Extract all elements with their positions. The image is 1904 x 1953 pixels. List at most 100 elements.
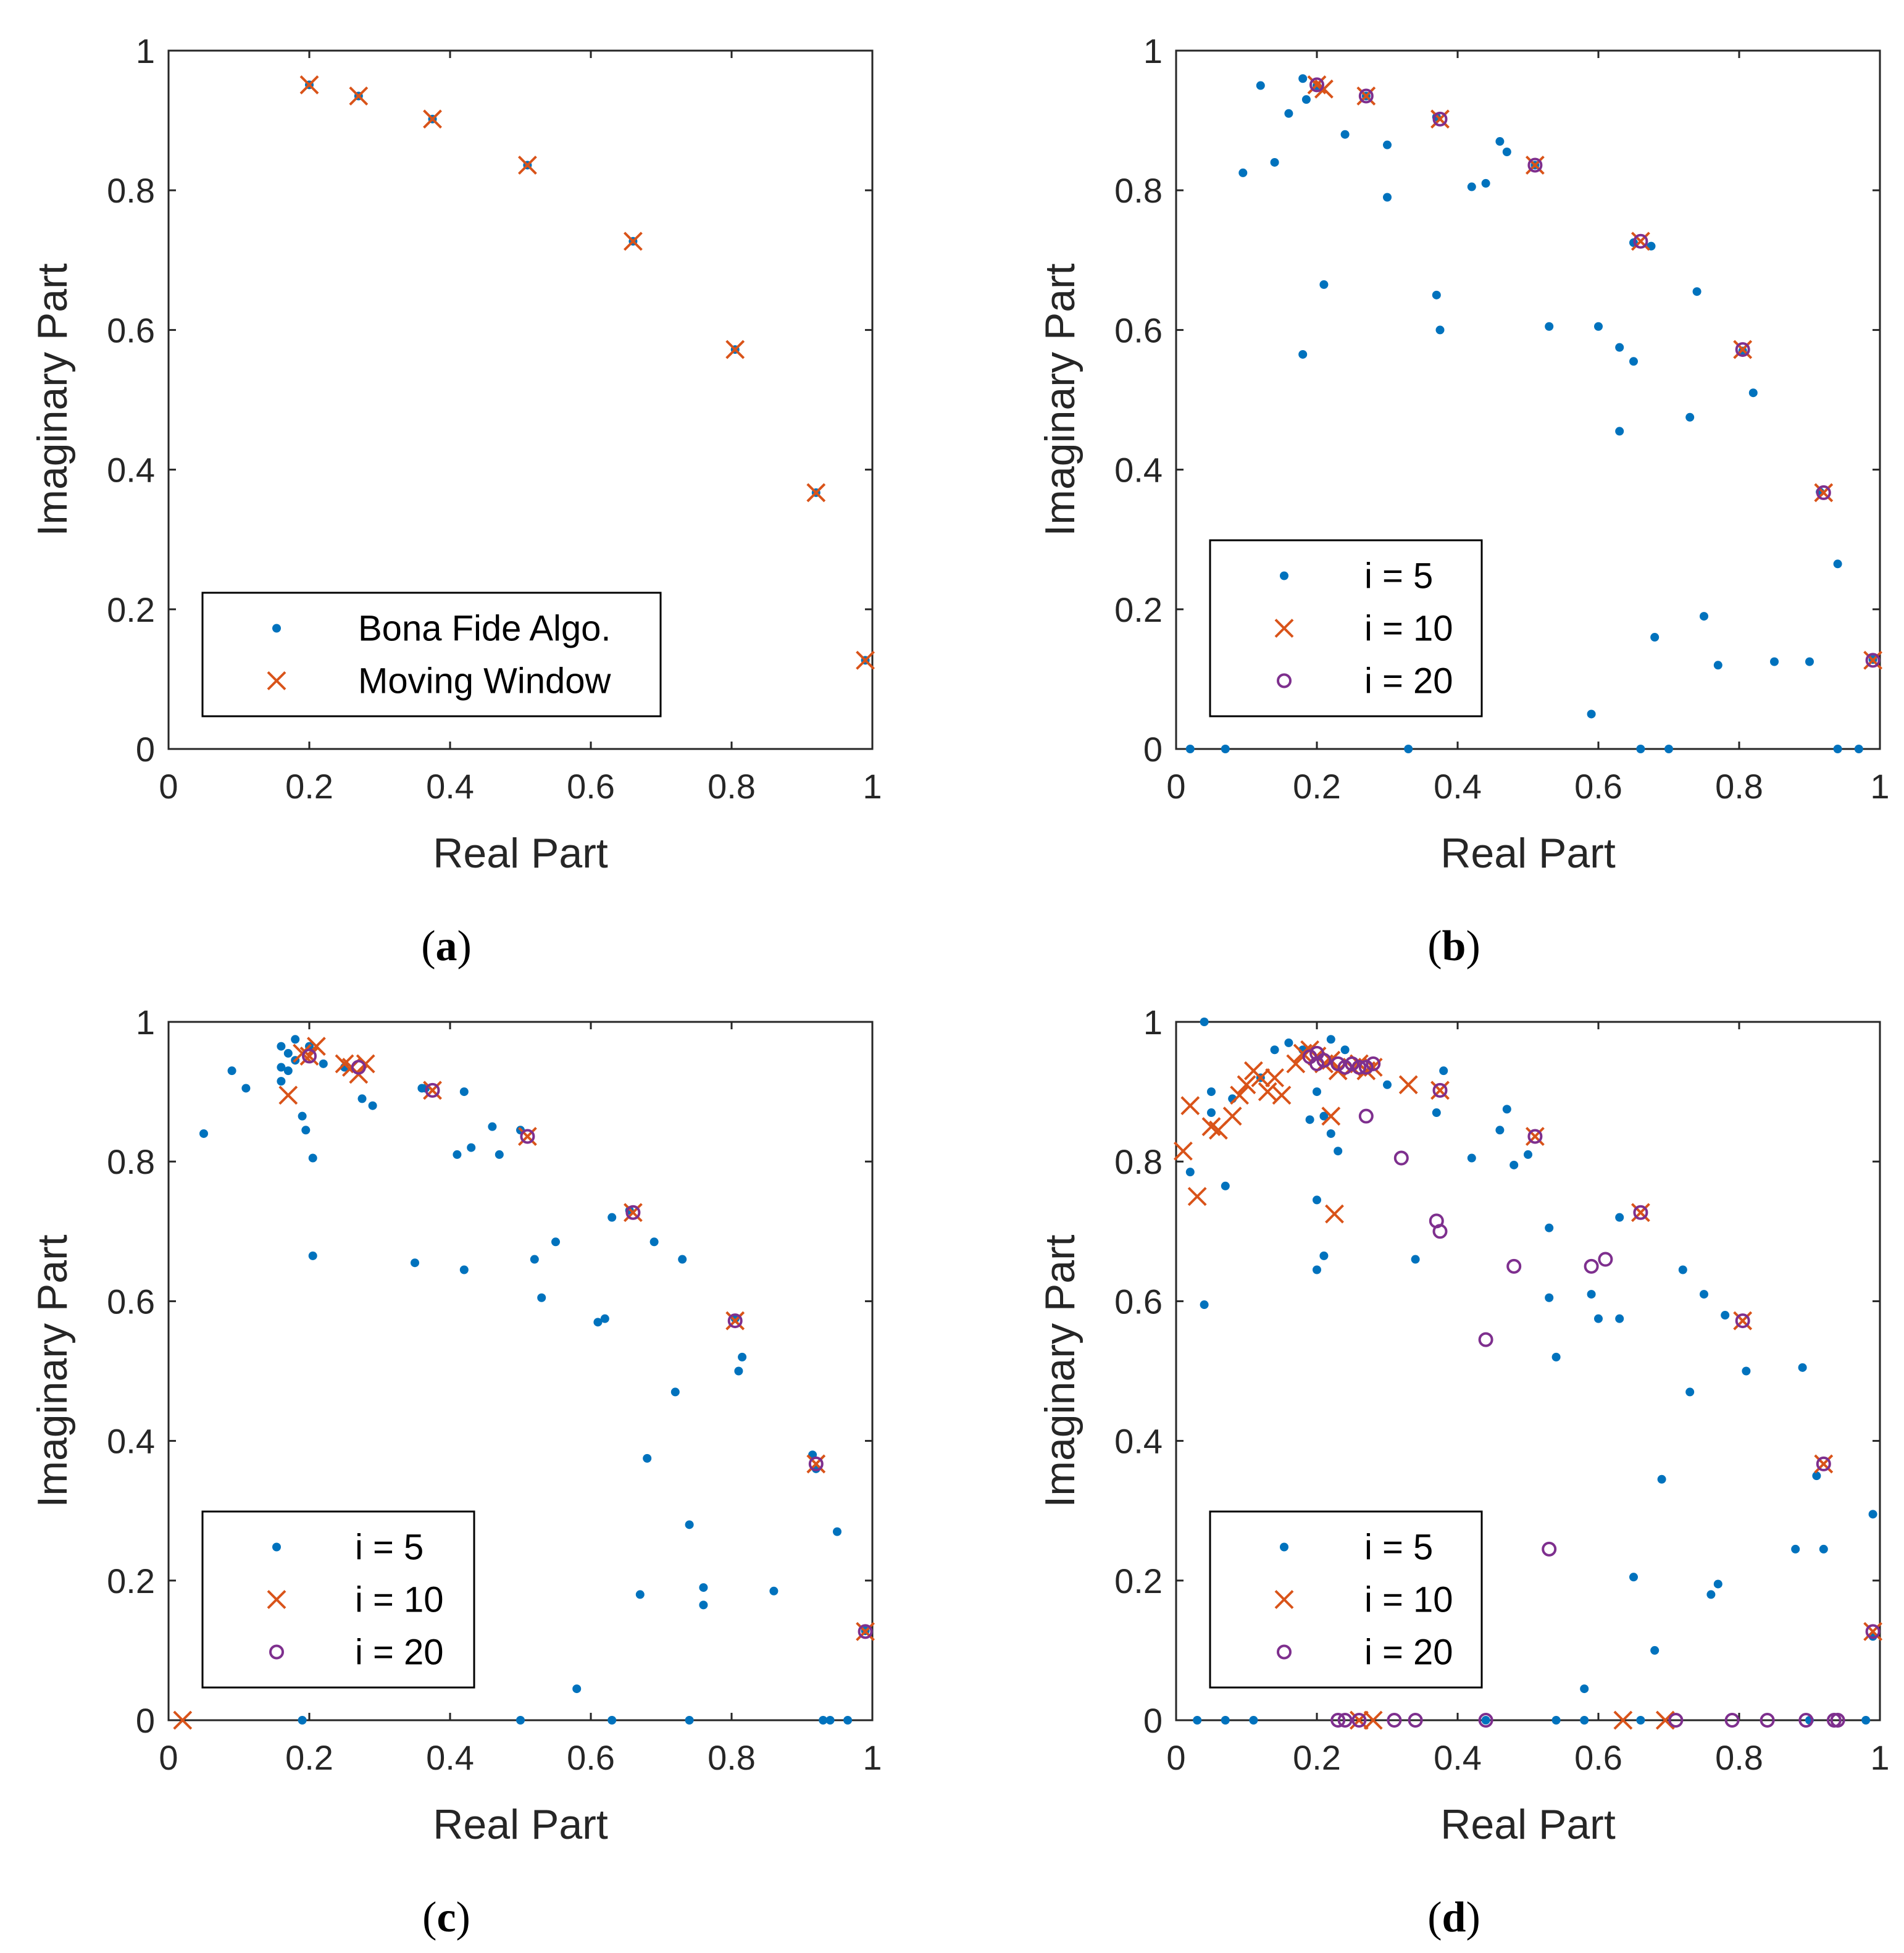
data-point: [649, 1237, 659, 1247]
data-point: [1411, 1255, 1420, 1264]
data-point: [1337, 1713, 1353, 1728]
data-point: [1340, 130, 1350, 139]
data-point: [1545, 1223, 1554, 1232]
data-point: [623, 232, 643, 251]
data-point: [1337, 1060, 1353, 1075]
data-point: [1358, 88, 1374, 104]
legend-marker-1: [1280, 1542, 1288, 1552]
x-tick-label: 0.6: [567, 767, 615, 806]
data-point: [1363, 1710, 1383, 1730]
legend-marker-3: [1277, 673, 1292, 688]
caption-close-paren: ): [1466, 922, 1480, 970]
y-tick-label: 0.8: [107, 1142, 155, 1181]
data-point: [1330, 1056, 1346, 1071]
data-point: [1863, 1621, 1883, 1641]
data-point: [1830, 1713, 1845, 1728]
y-tick-label: 0.2: [107, 1562, 155, 1600]
y-tick-label: 0: [1143, 730, 1163, 769]
x-axis-label: Real Part: [1440, 1801, 1616, 1848]
data-point: [1724, 1713, 1740, 1728]
data-point: [1272, 1085, 1292, 1105]
data-point: [351, 1060, 366, 1075]
data-point: [1393, 1150, 1409, 1166]
y-tick-label: 0: [136, 1701, 155, 1740]
data-point: [1587, 709, 1596, 719]
caption-open-paren: (: [422, 1894, 436, 1941]
data-point: [1542, 1541, 1557, 1557]
data-point: [1545, 1293, 1554, 1302]
data-point: [1814, 1454, 1834, 1474]
y-tick-label: 0.8: [1114, 1142, 1163, 1181]
data-point: [1816, 485, 1831, 500]
data-point: [1298, 349, 1308, 359]
data-point: [1650, 1646, 1660, 1655]
data-point: [1615, 1213, 1624, 1222]
x-tick-label: 0.6: [1574, 1738, 1622, 1777]
y-tick-label: 0.2: [1114, 590, 1163, 629]
data-point: [319, 1059, 328, 1068]
data-point: [1733, 1311, 1753, 1331]
y-tick-label: 1: [136, 1003, 155, 1042]
data-point: [1309, 77, 1324, 93]
data-point: [625, 1205, 641, 1220]
data-point: [1173, 1141, 1193, 1161]
data-point: [517, 156, 537, 175]
y-tick-label: 1: [1143, 31, 1163, 70]
panel-caption: (a): [421, 922, 472, 970]
caption-close-paren: ): [457, 922, 472, 970]
data-point: [1313, 1087, 1321, 1097]
legend-marker-3: [269, 1644, 284, 1660]
data-point: [593, 1318, 603, 1327]
data-point: [411, 1258, 419, 1268]
data-point: [1502, 1105, 1511, 1114]
data-point: [1200, 1018, 1209, 1026]
data-point: [572, 1684, 582, 1694]
data-point: [734, 1366, 743, 1376]
x-tick-label: 0.2: [285, 767, 333, 806]
caption-open-paren: (: [1427, 922, 1442, 970]
data-point: [635, 1590, 645, 1599]
data-point: [1664, 745, 1673, 753]
data-point: [1345, 1056, 1359, 1071]
data-point: [725, 340, 745, 359]
data-point: [1404, 745, 1413, 753]
x-tick-label: 0.4: [1434, 1738, 1482, 1777]
data-point: [1383, 1080, 1392, 1089]
data-point: [1230, 1085, 1250, 1105]
caption-open-paren: (: [421, 922, 435, 970]
x-tick-label: 0.6: [567, 1738, 615, 1777]
data-point: [1349, 1710, 1369, 1730]
data-point: [1270, 157, 1279, 167]
data-point: [1180, 1096, 1200, 1116]
data-point: [1193, 1716, 1202, 1725]
data-point: [277, 1063, 286, 1072]
data-point: [1551, 1352, 1561, 1361]
data-point: [1615, 343, 1624, 352]
data-point: [349, 86, 369, 106]
legend-marker-3: [1277, 1644, 1292, 1660]
data-point: [1432, 290, 1441, 299]
data-point: [623, 1203, 643, 1223]
data-point: [1221, 1181, 1230, 1190]
chart-panel-c: 0 0.2 0.4 0.6 0.8 1 0 0.2 0.4 0.6 0.8 1 Real Part Ima…: [29, 1003, 882, 1941]
legend-marker-2: [1274, 619, 1294, 638]
y-axis-label: Imaginary Part: [29, 1234, 76, 1507]
data-point: [1700, 1290, 1708, 1299]
data-point: [1439, 1066, 1448, 1076]
y-tick-label: 0.6: [107, 311, 155, 349]
data-point: [1270, 1045, 1279, 1055]
panel-caption: (c): [422, 1894, 470, 1941]
legend-label-1: i = 5: [1364, 556, 1433, 596]
data-point: [1713, 661, 1722, 670]
legend-marker-1: [272, 1542, 281, 1552]
data-point: [1798, 1363, 1807, 1372]
data-point: [1631, 1203, 1650, 1223]
legend: i = 5 i = 10 i = 20: [201, 1510, 475, 1689]
data-point: [1351, 1713, 1367, 1728]
data-point: [1326, 1035, 1335, 1044]
data-point: [608, 1716, 617, 1725]
panel-caption: (d): [1427, 1894, 1480, 1941]
data-point: [1237, 1075, 1256, 1095]
data-point: [1467, 182, 1476, 191]
data-point: [1865, 1624, 1881, 1639]
